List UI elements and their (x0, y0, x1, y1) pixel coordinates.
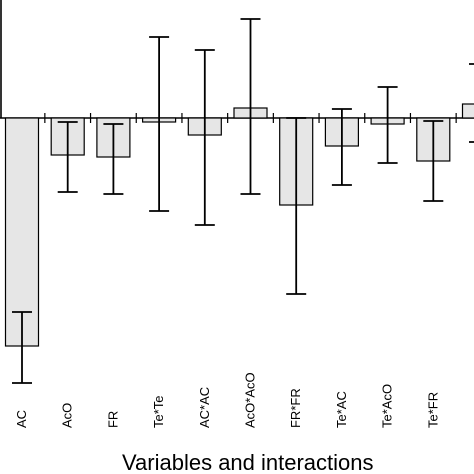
x-tick-label-11: AC*AcO (471, 380, 474, 428)
x-tick-label-8: Te*AC (334, 391, 349, 428)
x-tick-label-6: AcO*AcO (243, 372, 258, 428)
x-tick-label-5: AC*AC (197, 387, 212, 428)
x-tick-label-10: Te*FR (425, 392, 440, 428)
x-tick-label-3: FR (105, 411, 120, 428)
x-tick-label-7: FR*FR (288, 388, 303, 428)
x-tick-label-4: Te*Te (151, 395, 166, 428)
tick-labels-group: AC AcO FR Te*Te AC*AC AcO*AcO FR*FR Te*AC Te*AcO… (14, 372, 474, 428)
bar-11 (461, 103, 474, 119)
x-tick-label-1: AC (14, 410, 29, 428)
x-tick-label-9: Te*AcO (380, 384, 395, 428)
tick-marks-group (44, 113, 457, 123)
x-axis-title: Variables and interactions (122, 450, 374, 474)
bar-1 (4, 117, 40, 347)
x-tick-label-2: AcO (60, 403, 75, 428)
error-bars-group (12, 18, 474, 384)
bars-group (4, 103, 474, 347)
